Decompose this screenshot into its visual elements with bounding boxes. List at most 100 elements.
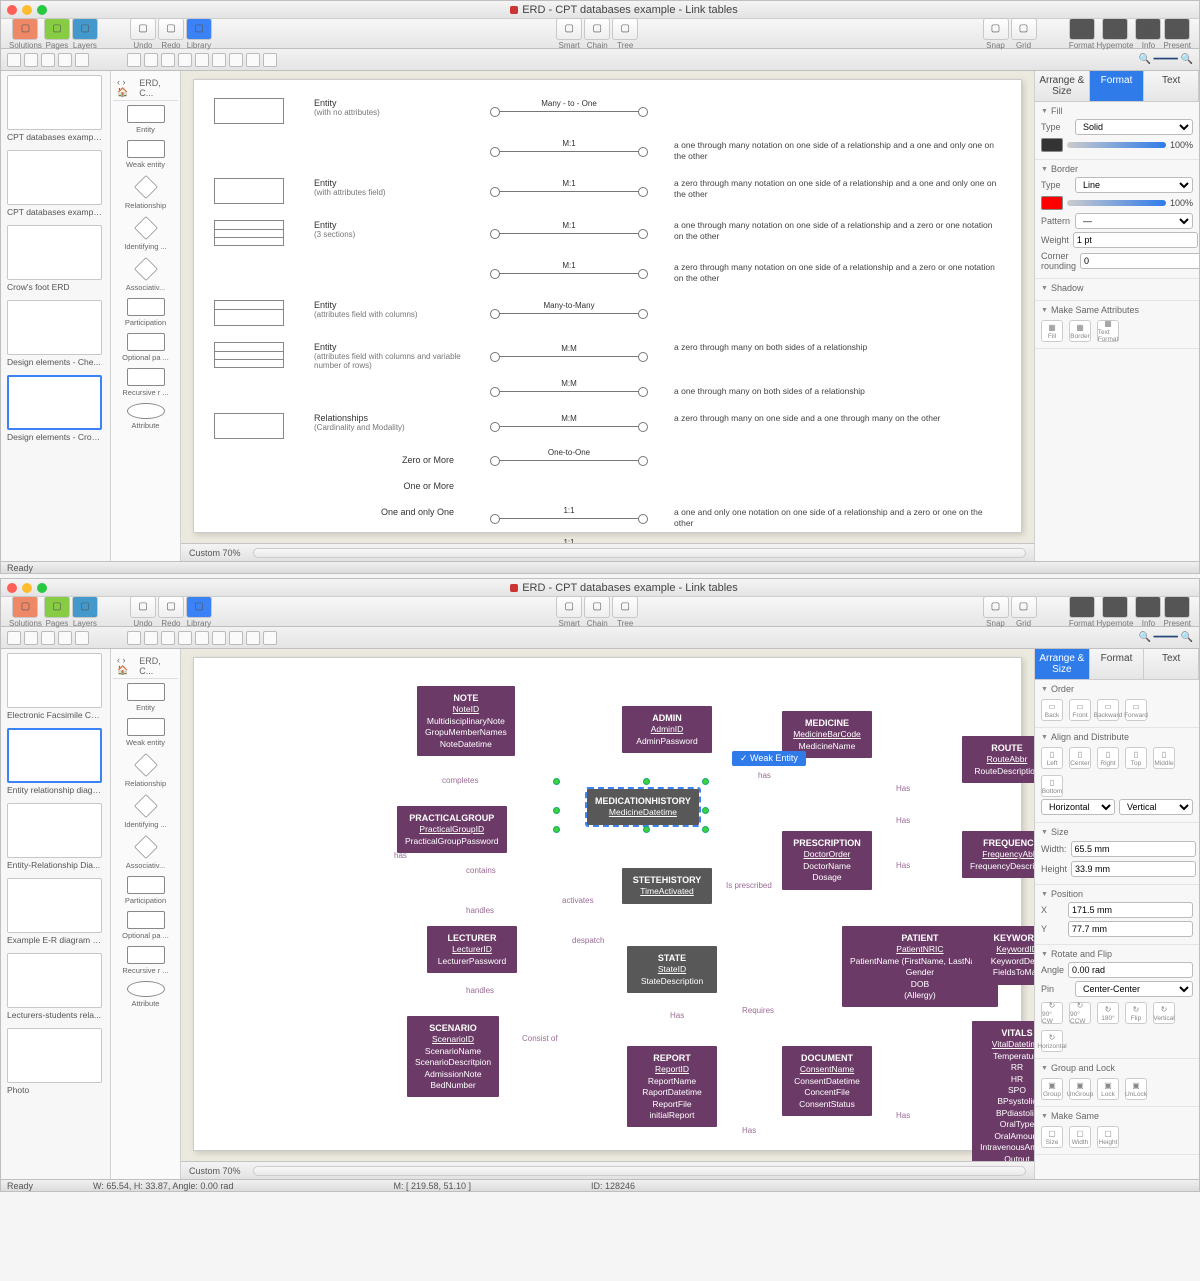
thumbnail[interactable]: Example E-R diagram e... <box>7 878 102 945</box>
align-middle[interactable]: ▯Middle <box>1153 747 1175 769</box>
lib-shape-weak-entity[interactable]: Weak entity <box>113 140 178 169</box>
resize-handle[interactable] <box>702 778 709 785</box>
toolbar-pages[interactable]: ▢ <box>44 18 70 40</box>
lib-shape-optional-pa-[interactable]: Optional pa ... <box>113 333 178 362</box>
tool-icon[interactable] <box>246 631 260 645</box>
toolbar-tree[interactable]: ▢ <box>612 18 638 40</box>
toolbar-redo[interactable]: ▢ <box>158 18 184 40</box>
group-group[interactable]: ▣Group <box>1041 1078 1063 1100</box>
thumbnail[interactable]: CPT databases example... <box>7 150 102 217</box>
group-unlock[interactable]: ▣UnLock <box>1125 1078 1147 1100</box>
toolbar-info[interactable]: ▢ <box>1135 18 1161 40</box>
entity-prescription[interactable]: PRESCRIPTIONDoctorOrderDoctorNameDosage <box>782 831 872 890</box>
toolbar-undo[interactable]: ▢ <box>130 18 156 40</box>
minimize-icon[interactable] <box>22 5 32 15</box>
tool-icon[interactable] <box>144 53 158 67</box>
order-backward[interactable]: ▭Backward <box>1097 699 1119 721</box>
angle-input[interactable] <box>1068 962 1193 978</box>
tool-icon[interactable] <box>24 53 38 67</box>
thumbnail[interactable]: CPT databases example ... <box>7 75 102 142</box>
lib-shape-optional-pa-[interactable]: Optional pa ... <box>113 911 178 940</box>
thumbnail[interactable]: Entity-Relationship Dia... <box>7 803 102 870</box>
pin-select[interactable]: Center-Center <box>1075 981 1193 997</box>
tool-icon[interactable] <box>144 631 158 645</box>
tool-icon[interactable] <box>229 631 243 645</box>
minimize-icon[interactable] <box>22 583 32 593</box>
insp-tab-format[interactable]: Format <box>1090 649 1145 679</box>
lib-shape-relationship[interactable]: Relationship <box>113 175 178 210</box>
close-icon[interactable] <box>7 583 17 593</box>
thumbnail[interactable]: Design elements - Che... <box>7 300 102 367</box>
lib-shape-attribute[interactable]: Attribute <box>113 981 178 1008</box>
tool-icon[interactable] <box>7 631 21 645</box>
tool-icon[interactable] <box>263 53 277 67</box>
order-back[interactable]: ▭Back <box>1041 699 1063 721</box>
toolbar-snap[interactable]: ▢ <box>983 596 1009 618</box>
zoom-icon[interactable] <box>37 583 47 593</box>
resize-handle[interactable] <box>553 826 560 833</box>
toolbar-solutions[interactable]: ▢ <box>12 596 38 618</box>
entity-note[interactable]: NOTENoteIDMultidisciplinaryNoteGropuMemb… <box>417 686 515 756</box>
rotate-180-[interactable]: ↻180° <box>1097 1002 1119 1024</box>
lib-shape-weak-entity[interactable]: Weak entity <box>113 718 178 747</box>
pos-y-input[interactable] <box>1068 921 1193 937</box>
tool-icon[interactable] <box>75 53 89 67</box>
insp-tab-arrange-size[interactable]: Arrange & Size <box>1035 71 1090 101</box>
insp-tab-text[interactable]: Text <box>1144 71 1199 101</box>
tool-icon[interactable] <box>263 631 277 645</box>
tool-icon[interactable] <box>178 631 192 645</box>
rotate-horizontal[interactable]: ↻Horizontal <box>1041 1030 1063 1052</box>
border-type-select[interactable]: Line <box>1075 177 1193 193</box>
toolbar-tree[interactable]: ▢ <box>612 596 638 618</box>
close-icon[interactable] <box>7 5 17 15</box>
align-right[interactable]: ▯Right <box>1097 747 1119 769</box>
tool-icon[interactable] <box>178 53 192 67</box>
tool-icon[interactable] <box>246 53 260 67</box>
tool-icon[interactable] <box>161 631 175 645</box>
tool-icon[interactable] <box>58 631 72 645</box>
entity-stetehist[interactable]: STETEHISTORYTimeActivated <box>622 868 712 904</box>
fill-color-swatch[interactable] <box>1041 138 1063 152</box>
toolbar-hypernote[interactable]: ▢ <box>1102 596 1128 618</box>
resize-handle[interactable] <box>702 807 709 814</box>
lib-shape-associativ-[interactable]: Associativ... <box>113 835 178 870</box>
entity-state[interactable]: STATEStateIDStateDescription <box>627 946 717 993</box>
rotate-90-cw[interactable]: ↻90° CW <box>1041 1002 1063 1024</box>
make-same-border[interactable]: ▦Border <box>1069 320 1091 342</box>
lib-shape-participation[interactable]: Participation <box>113 298 178 327</box>
make-same-fill[interactable]: ▦Fill <box>1041 320 1063 342</box>
toolbar-info[interactable]: ▢ <box>1135 596 1161 618</box>
entity-keyword[interactable]: KEYWORDKeywordIDKeywordDescFieldsToMap <box>972 926 1034 985</box>
insp-tab-format[interactable]: Format <box>1090 71 1145 101</box>
resize-handle[interactable] <box>643 778 650 785</box>
tool-icon[interactable] <box>24 631 38 645</box>
thumbnail[interactable]: Crow's foot ERD <box>7 225 102 292</box>
toolbar-format[interactable]: ▢ <box>1069 596 1095 618</box>
entity-document[interactable]: DOCUMENTConsentNameConsentDatetimeConcen… <box>782 1046 872 1116</box>
thumbnail[interactable]: Lecturers-students rela... <box>7 953 102 1020</box>
toolbar-smart[interactable]: ▢ <box>556 18 582 40</box>
insp-tab-text[interactable]: Text <box>1144 649 1199 679</box>
resize-handle[interactable] <box>553 778 560 785</box>
pos-x-input[interactable] <box>1068 902 1193 918</box>
tool-icon[interactable] <box>229 53 243 67</box>
thumbnail[interactable]: Design elements - Crow... <box>7 375 102 442</box>
toolbar-library[interactable]: ▢ <box>186 18 212 40</box>
same-height[interactable]: ▢Height <box>1097 1126 1119 1148</box>
lib-breadcrumb[interactable]: ‹ › 🏠 ERD, C... <box>113 653 178 679</box>
entity-scenario[interactable]: SCENARIOScenarioIDScenarioNameScenarioDe… <box>407 1016 499 1097</box>
lib-shape-participation[interactable]: Participation <box>113 876 178 905</box>
thumbnail[interactable]: Photo <box>7 1028 102 1095</box>
lib-shape-identifying-[interactable]: Identifying ... <box>113 216 178 251</box>
entity-medhist[interactable]: MEDICATIONHISTORYMedicineDatetime <box>587 789 699 825</box>
toolbar-smart[interactable]: ▢ <box>556 596 582 618</box>
toolbar-format[interactable]: ▢ <box>1069 18 1095 40</box>
tool-icon[interactable] <box>161 53 175 67</box>
group-ungroup[interactable]: ▣UnGroup <box>1069 1078 1091 1100</box>
entity-lecturer[interactable]: LECTURERLecturerIDLecturerPassword <box>427 926 517 973</box>
toolbar-chain[interactable]: ▢ <box>584 18 610 40</box>
resize-handle[interactable] <box>702 826 709 833</box>
width-input[interactable] <box>1071 841 1196 857</box>
thumbnail[interactable]: Electronic Facsimile Co... <box>7 653 102 720</box>
lib-breadcrumb[interactable]: ‹ › 🏠 ERD, C... <box>113 75 178 101</box>
